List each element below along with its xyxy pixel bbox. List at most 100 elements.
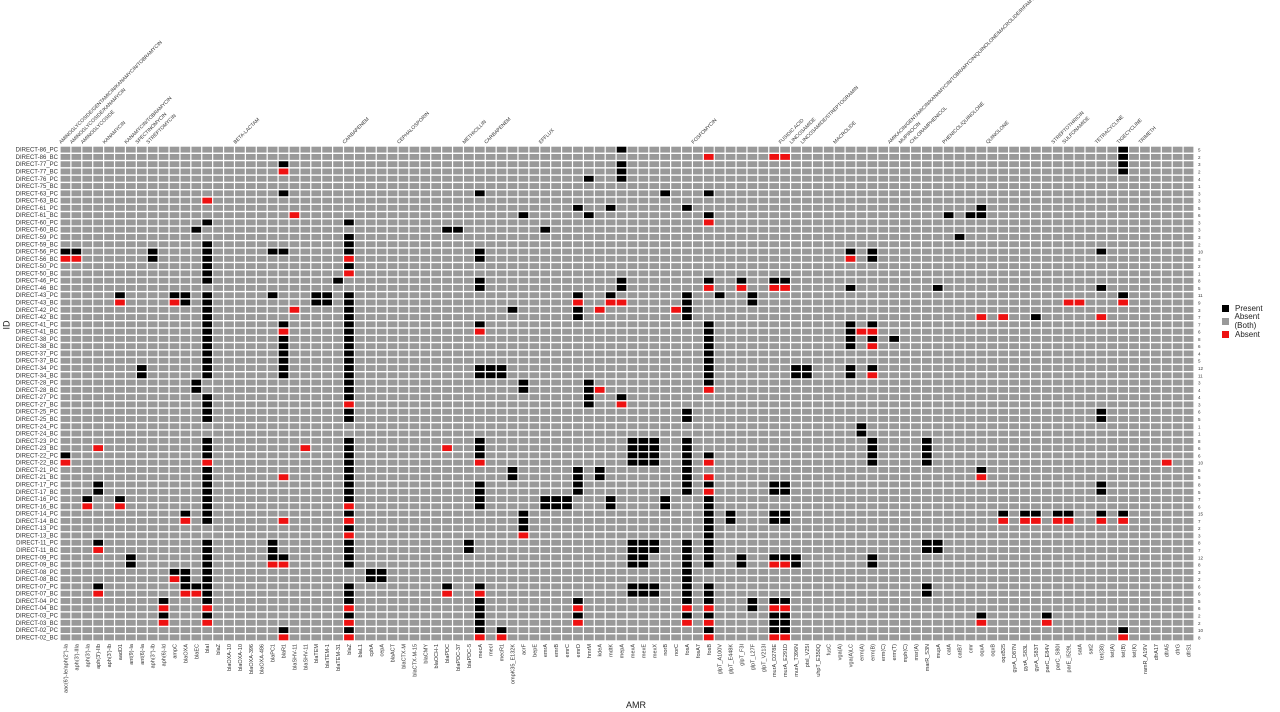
heatmap-cell [376,335,387,342]
heatmap-cell [693,183,703,189]
heatmap-cell [344,226,354,233]
heatmap-cell [932,219,943,226]
heatmap-cell [60,423,71,430]
heatmap-cell [1009,357,1019,364]
heatmap-cell [213,306,223,313]
heatmap-cell [954,488,965,495]
heatmap-cell [791,466,801,473]
heatmap-cell [1085,255,1096,262]
heatmap-cell [453,175,463,182]
heatmap-cell [987,321,998,328]
heatmap-cell [987,343,998,350]
heatmap-cell [71,204,82,211]
heatmap-cell [474,285,485,291]
heatmap-cell [485,255,496,262]
heatmap-cell [115,459,125,466]
heatmap-cell [540,423,551,430]
heatmap-cell [1063,226,1074,233]
heatmap-cell [60,226,71,233]
heatmap-cell [823,277,834,284]
heatmap-cell [507,343,518,350]
heatmap-cell [387,292,398,299]
heatmap-cell [136,306,147,313]
heatmap-cell [802,183,812,189]
heatmap-cell [71,343,82,350]
heatmap-cell [965,452,976,459]
heatmap-cell [987,474,998,481]
heatmap-cell [812,401,823,408]
heatmap-cell [954,285,965,291]
heatmap-cell [60,430,71,437]
heatmap-cell [671,401,681,408]
heatmap-cell [529,234,540,240]
heatmap-cell [1118,379,1128,386]
heatmap-cell [333,314,343,321]
heatmap-cell [747,190,758,197]
heatmap-cell [747,197,758,204]
heatmap-cell [823,153,834,160]
heatmap-cell [115,219,125,226]
heatmap-cell [1140,306,1150,313]
heatmap-cell [900,365,910,371]
heatmap-cell [791,430,801,437]
heatmap-cell [616,277,627,284]
heatmap-cell [802,153,812,160]
heatmap-cell [365,394,376,401]
heatmap-cell [856,168,867,175]
heatmap-cell [573,379,583,386]
heatmap-cell [485,416,496,422]
heatmap-cell [355,365,365,371]
heatmap-cell [60,204,71,211]
heatmap-cell [965,161,976,168]
heatmap-cell [976,285,987,291]
heatmap-cell [1183,350,1194,357]
heatmap-cell [780,459,790,466]
heatmap-cell [736,437,747,444]
heatmap-cell [267,430,278,437]
heatmap-cell [594,190,605,197]
heatmap-cell [540,394,551,401]
heatmap-cell [976,328,987,335]
heatmap-cell [431,343,442,350]
heatmap-cell [431,379,442,386]
heatmap-cell [1074,481,1085,488]
heatmap-cell [213,357,223,364]
heatmap-cell [278,408,289,415]
heatmap-cell [605,190,616,197]
heatmap-cell [71,496,82,502]
heatmap-cell [900,466,910,473]
heatmap-cell [453,466,463,473]
heatmap-cell [289,234,300,240]
heatmap-cell [278,146,289,153]
heatmap-cell [453,292,463,299]
heatmap-cell [485,357,496,364]
heatmap-cell [387,299,398,306]
heatmap-cell [845,437,856,444]
heatmap-cell [1041,146,1052,153]
heatmap-cell [540,459,551,466]
heatmap-cell [355,423,365,430]
heatmap-cell [278,423,289,430]
heatmap-cell [344,394,354,401]
heatmap-cell [976,314,987,321]
heatmap-cell [442,299,452,306]
heatmap-cell [300,452,311,459]
heatmap-cell [1041,204,1052,211]
heatmap-cell [180,452,191,459]
heatmap-cell [1074,248,1085,255]
heatmap-cell [1020,372,1030,379]
heatmap-cell [104,226,114,233]
heatmap-cell [529,219,540,226]
heatmap-cell [1140,153,1150,160]
heatmap-cell [529,197,540,204]
heatmap-cell [911,285,921,291]
heatmap-cell [355,226,365,233]
heatmap-cell [573,306,583,313]
heatmap-cell [736,423,747,430]
heatmap-cell [911,292,921,299]
heatmap-cell [911,350,921,357]
heatmap-cell [224,255,234,262]
heatmap-cell [867,401,878,408]
heatmap-cell [529,299,540,306]
heatmap-cell [147,168,158,175]
